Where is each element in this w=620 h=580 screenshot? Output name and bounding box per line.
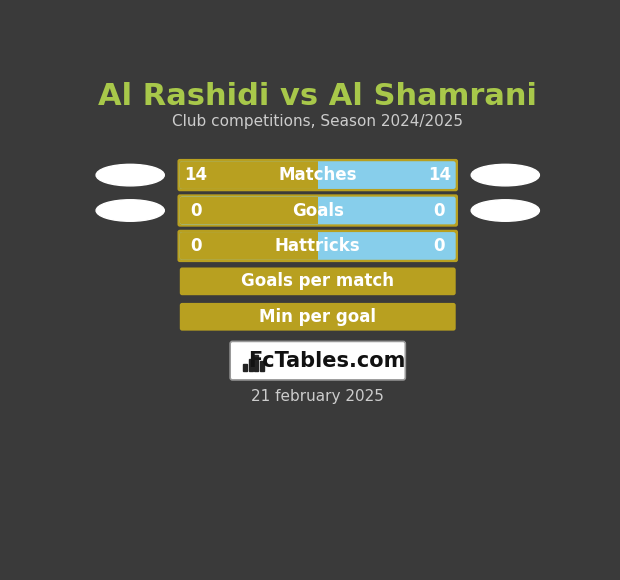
- Text: 14: 14: [185, 166, 208, 184]
- FancyBboxPatch shape: [180, 303, 456, 331]
- Ellipse shape: [471, 200, 539, 222]
- FancyBboxPatch shape: [180, 232, 456, 260]
- Ellipse shape: [96, 164, 164, 186]
- Text: 0: 0: [190, 201, 202, 219]
- Bar: [254, 354, 258, 371]
- Text: Hattricks: Hattricks: [275, 237, 361, 255]
- Text: 0: 0: [433, 201, 445, 219]
- FancyBboxPatch shape: [182, 164, 317, 187]
- Ellipse shape: [471, 164, 539, 186]
- FancyBboxPatch shape: [180, 161, 456, 189]
- Bar: [243, 364, 247, 371]
- Bar: [260, 361, 264, 371]
- FancyBboxPatch shape: [230, 342, 405, 380]
- Text: 14: 14: [428, 166, 451, 184]
- FancyBboxPatch shape: [180, 197, 325, 224]
- FancyBboxPatch shape: [182, 164, 317, 187]
- FancyBboxPatch shape: [177, 194, 458, 227]
- Text: Club competitions, Season 2024/2025: Club competitions, Season 2024/2025: [172, 114, 463, 129]
- FancyBboxPatch shape: [182, 199, 317, 222]
- FancyBboxPatch shape: [180, 267, 456, 295]
- Bar: [249, 359, 253, 371]
- Text: Al Rashidi vs Al Shamrani: Al Rashidi vs Al Shamrani: [98, 82, 538, 111]
- Ellipse shape: [96, 200, 164, 222]
- Text: FcTables.com: FcTables.com: [249, 351, 405, 371]
- FancyBboxPatch shape: [182, 234, 317, 258]
- Text: 0: 0: [190, 237, 202, 255]
- FancyBboxPatch shape: [180, 161, 325, 189]
- FancyBboxPatch shape: [182, 199, 317, 222]
- FancyBboxPatch shape: [180, 232, 325, 260]
- Text: Min per goal: Min per goal: [259, 308, 376, 326]
- FancyBboxPatch shape: [182, 234, 317, 258]
- Text: Goals: Goals: [292, 201, 343, 219]
- FancyBboxPatch shape: [177, 159, 458, 191]
- Text: 21 february 2025: 21 february 2025: [251, 389, 384, 404]
- Text: 0: 0: [433, 237, 445, 255]
- Text: Matches: Matches: [278, 166, 357, 184]
- Text: Goals per match: Goals per match: [241, 273, 394, 291]
- FancyBboxPatch shape: [180, 197, 456, 224]
- FancyBboxPatch shape: [177, 230, 458, 262]
